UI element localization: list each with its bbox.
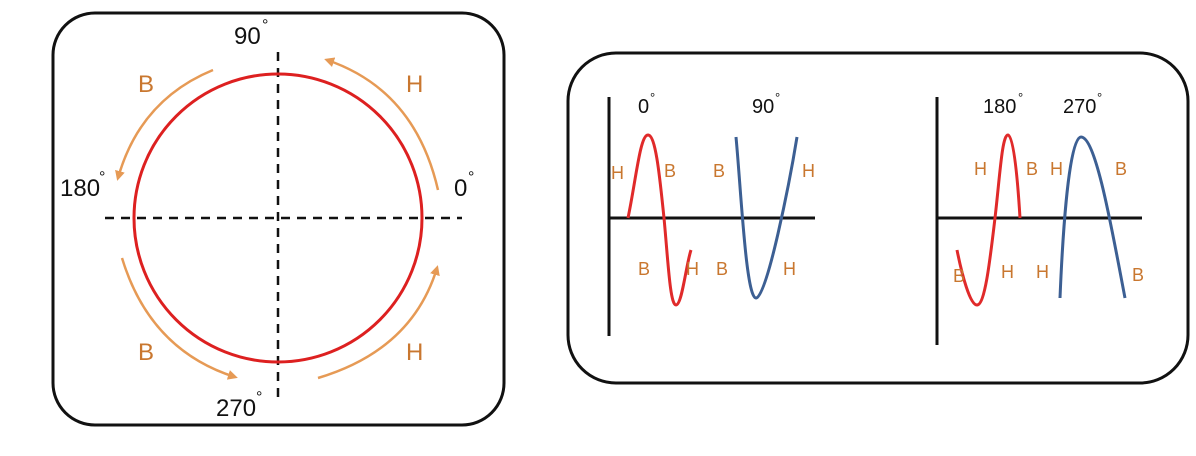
plot1-red-wave [626, 133, 693, 307]
plot1-label: B [638, 259, 650, 279]
angle-label-180: 180 [60, 175, 100, 202]
plot2-label: B [1132, 265, 1144, 285]
arc-label-top-right: H [406, 71, 423, 98]
degree-mark: ° [256, 389, 262, 406]
plot1-label: H [802, 161, 815, 181]
plot1-label: B [713, 161, 725, 181]
plot2-label: H [1050, 159, 1063, 179]
phase-circle [132, 72, 424, 364]
angle-label-90: 90 [234, 23, 261, 50]
angle-label-270: 270 [216, 395, 256, 422]
right-panel: 0 ° 90 ° H B B H B H B H 180 ° 270 ° H B… [566, 51, 1190, 385]
left-panel: 90 ° 180 ° 0 ° 270 ° B H B H [51, 11, 506, 427]
arc-label-bottom-left: B [138, 339, 154, 366]
plot2-header-270: 270 [1063, 96, 1096, 118]
plot2-label: B [1115, 159, 1127, 179]
arc-label-bottom-right: H [406, 339, 423, 366]
arc-arrow-top-right [324, 57, 440, 191]
plot1-label: B [664, 161, 676, 181]
plot2-label: H [1001, 262, 1014, 282]
plot2-label: B [953, 266, 965, 286]
left-panel-frame [51, 11, 506, 427]
plot2-header-180: 180 [983, 96, 1016, 118]
arc-arrow-bottom-left [120, 257, 238, 380]
plot1-label: H [611, 163, 624, 183]
degree-mark: ° [1097, 90, 1102, 105]
plot2-label: H [1036, 262, 1049, 282]
right-panel-frame [566, 51, 1190, 385]
angle-label-0: 0 [454, 175, 467, 202]
plot2-red-wave [955, 133, 1022, 307]
plot2-label: B [1026, 159, 1038, 179]
arc-arrow-bottom-right [317, 265, 440, 380]
plot2-label: H [974, 159, 987, 179]
plot1-header-90: 90 [752, 96, 774, 118]
plot1-label: B [716, 259, 728, 279]
plot2-blue-wave [1058, 135, 1127, 299]
arc-arrow-top-left [115, 68, 214, 181]
degree-mark: ° [775, 90, 780, 105]
degree-mark: ° [99, 169, 105, 186]
plot1-label: H [686, 259, 699, 279]
plot1-label: H [783, 259, 796, 279]
degree-mark: ° [262, 17, 268, 34]
arc-label-top-left: B [138, 71, 154, 98]
plot1-header-0: 0 [638, 96, 649, 118]
degree-mark: ° [1018, 90, 1023, 105]
plot1-blue-wave [734, 136, 799, 300]
degree-mark: ° [468, 169, 474, 186]
degree-mark: ° [650, 90, 655, 105]
